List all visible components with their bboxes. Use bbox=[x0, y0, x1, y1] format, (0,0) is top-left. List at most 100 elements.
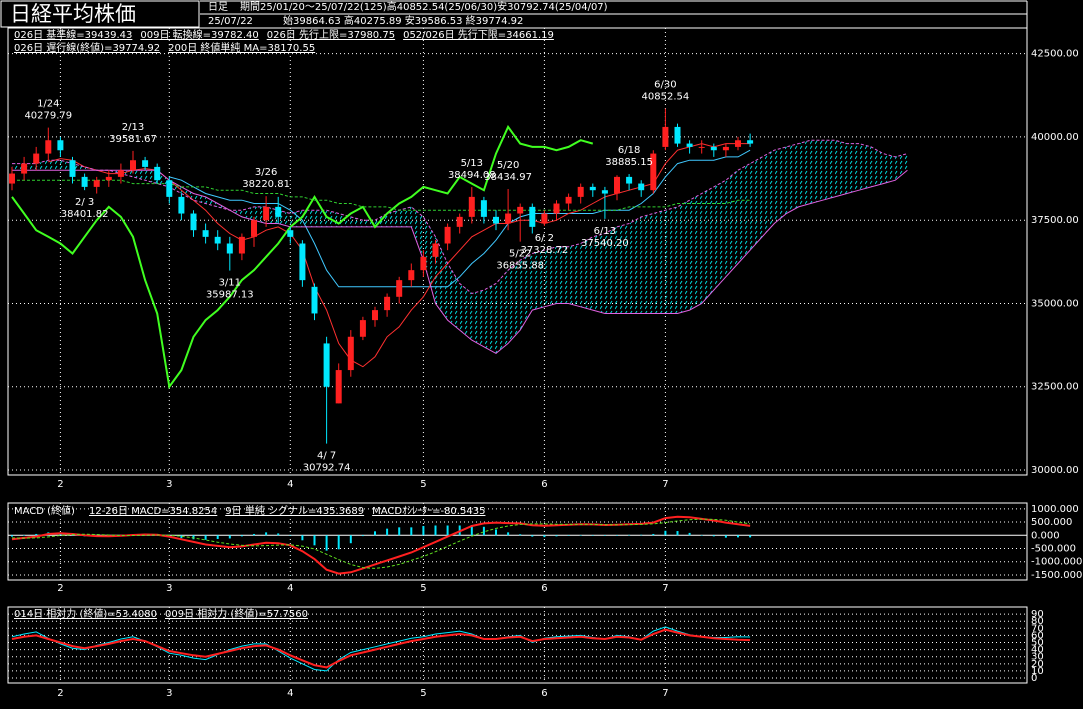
candle-body bbox=[275, 206, 282, 217]
candle-body bbox=[698, 146, 705, 148]
legend-entry: 026日 基準線=39439.43 bbox=[14, 28, 132, 41]
cloud-fill bbox=[145, 170, 158, 184]
candle-body bbox=[722, 146, 729, 151]
candle-body bbox=[299, 243, 306, 281]
cloud-fill bbox=[205, 196, 218, 207]
annotation-price: 38401.82 bbox=[61, 209, 109, 220]
annotation-price: 40852.54 bbox=[642, 92, 690, 103]
candle-body bbox=[468, 196, 475, 217]
bar bbox=[71, 534, 74, 536]
candle-body bbox=[541, 213, 548, 224]
candle-body bbox=[432, 243, 439, 257]
bar bbox=[591, 535, 594, 536]
cloud-fill bbox=[604, 226, 617, 314]
cloud-fill bbox=[725, 170, 738, 277]
annotation-date: 3/11 bbox=[219, 278, 241, 289]
cloud-fill bbox=[157, 170, 170, 187]
annotation-date: 5/20 bbox=[497, 160, 519, 171]
bar bbox=[337, 535, 340, 550]
cloud-fill bbox=[617, 223, 630, 314]
candle-body bbox=[251, 220, 257, 237]
title-box bbox=[0, 0, 200, 28]
bar bbox=[640, 534, 643, 536]
annotation-date: 6/18 bbox=[618, 145, 640, 156]
cloud-fill bbox=[713, 180, 726, 291]
bar bbox=[712, 535, 715, 537]
cloud-fill bbox=[895, 153, 908, 181]
candle-body bbox=[287, 230, 294, 237]
annotation-price: 37540.20 bbox=[581, 238, 629, 249]
cloud-fill bbox=[72, 163, 85, 171]
bar bbox=[228, 535, 231, 539]
candle-body bbox=[178, 196, 185, 214]
candle-body bbox=[480, 200, 487, 217]
chart-title: 日経平均株価 bbox=[10, 2, 136, 26]
bar bbox=[192, 535, 195, 540]
bar bbox=[470, 525, 473, 536]
cloud-fill bbox=[181, 186, 194, 201]
series-line bbox=[11, 515, 751, 575]
x-tick-label: 7 bbox=[662, 688, 668, 699]
candle-body bbox=[674, 126, 681, 144]
candle-body bbox=[686, 143, 693, 147]
x-tick-label: 3 bbox=[166, 479, 172, 490]
cloud-fill bbox=[762, 150, 775, 237]
y-tick-label: -1000.000 bbox=[1031, 557, 1082, 568]
cloud-fill bbox=[290, 210, 303, 227]
bar bbox=[240, 535, 243, 537]
bar bbox=[253, 533, 255, 536]
cloud-fill bbox=[883, 153, 896, 184]
panel-frame bbox=[7, 27, 1028, 476]
y-tick-label: 20 bbox=[1031, 659, 1044, 670]
x-tick-label: 4 bbox=[287, 583, 293, 594]
candle-body bbox=[650, 153, 657, 191]
bar bbox=[749, 535, 752, 538]
y-tick-label: 35000.00 bbox=[1031, 298, 1079, 309]
legend-entry: 9日 単純 シグナル=435.3689 bbox=[225, 504, 364, 517]
cloud-fill bbox=[859, 143, 872, 191]
cloud-fill bbox=[254, 206, 267, 224]
x-tick-label: 2 bbox=[57, 583, 63, 594]
candle-body bbox=[263, 206, 270, 221]
bar bbox=[579, 535, 582, 536]
y-tick-label: 10 bbox=[1031, 666, 1044, 677]
cloud-fill bbox=[641, 213, 654, 314]
candle-body bbox=[93, 180, 100, 187]
x-tick-label: 7 bbox=[662, 479, 668, 490]
candle-body bbox=[589, 186, 596, 191]
annotation-price: 38434.97 bbox=[484, 172, 532, 183]
date: 25/07/22 bbox=[208, 16, 253, 27]
bar bbox=[216, 535, 219, 539]
series-line bbox=[12, 139, 908, 295]
candle-body bbox=[747, 140, 754, 144]
candle-body bbox=[154, 166, 161, 181]
legend-entry: 009日 転換線=39782.40 bbox=[140, 28, 258, 41]
bar bbox=[289, 535, 292, 536]
y-tick-label: 0 bbox=[1031, 673, 1037, 684]
annotation-date: 3/26 bbox=[255, 167, 277, 178]
bar bbox=[204, 535, 207, 540]
cloud-fill bbox=[483, 283, 496, 354]
legend-entry: 009日 相対力 (終値)=57.7560 bbox=[165, 607, 308, 620]
cloud-fill bbox=[399, 206, 412, 227]
cloud-fill bbox=[48, 160, 61, 171]
bar bbox=[349, 535, 352, 544]
candle-body bbox=[396, 280, 403, 297]
candle-body bbox=[323, 343, 330, 387]
cloud-fill bbox=[508, 260, 521, 344]
candle-body bbox=[529, 206, 536, 227]
candle-body bbox=[81, 176, 88, 187]
candle-body bbox=[45, 140, 52, 154]
x-tick-label: 2 bbox=[57, 688, 63, 699]
candle-body bbox=[614, 176, 620, 194]
cloud-fill bbox=[12, 163, 25, 171]
candle-body bbox=[444, 226, 451, 244]
panel-title: MACD (終値) bbox=[14, 504, 75, 517]
candle-body bbox=[347, 336, 354, 371]
bar bbox=[652, 533, 655, 536]
bar bbox=[567, 535, 570, 536]
cloud-fill bbox=[544, 246, 557, 307]
bar bbox=[700, 535, 703, 536]
